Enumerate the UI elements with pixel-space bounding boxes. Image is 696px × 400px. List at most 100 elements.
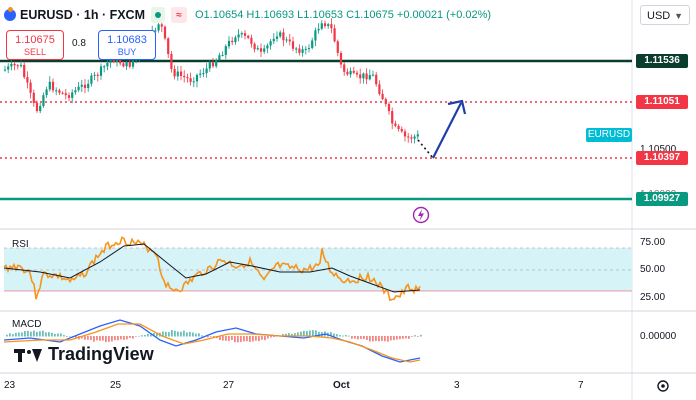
macd-histogram-bar	[12, 334, 14, 337]
candle-body	[103, 66, 106, 68]
macd-histogram-bar	[264, 336, 266, 341]
candle-body	[157, 24, 160, 31]
level-tag-resistance[interactable]: 1.11536	[636, 54, 688, 68]
candle-body	[291, 41, 295, 49]
macd-histogram-bar	[51, 332, 53, 337]
candle-body	[378, 84, 381, 94]
macd-histogram-bar	[99, 336, 101, 341]
macd-histogram-bar	[231, 336, 233, 340]
candle-body	[333, 28, 336, 42]
macd-histogram-bar	[300, 331, 302, 337]
macd-histogram-bar	[291, 333, 293, 337]
macd-histogram-bar	[120, 336, 122, 340]
macd-histogram-bar	[402, 336, 404, 339]
candle-body	[183, 75, 186, 78]
macd-histogram-bar	[366, 336, 368, 340]
candle-body	[45, 89, 48, 96]
macd-histogram-bar	[135, 336, 137, 337]
macd-histogram-bar	[225, 336, 227, 341]
buy-button[interactable]: 1.10683 BUY	[98, 30, 156, 60]
sell-price: 1.10675	[15, 34, 55, 46]
rsi-ma-line	[3, 243, 421, 293]
candle-body	[208, 62, 211, 69]
candle-body	[298, 48, 301, 53]
time-label: 25	[110, 380, 122, 391]
candle-body	[234, 37, 237, 43]
macd-histogram-bar	[42, 330, 44, 337]
candle-body	[240, 33, 243, 35]
spread-value: 0.8	[72, 38, 86, 49]
candle-body	[237, 34, 240, 38]
candle-body	[320, 23, 323, 29]
macd-histogram-bar	[189, 331, 191, 337]
candle-body	[16, 65, 19, 67]
macd-histogram-bar	[87, 336, 89, 340]
candle-body	[266, 45, 269, 49]
wave-icon: ≈	[171, 7, 187, 23]
candle-body	[355, 72, 359, 75]
candle-body	[23, 64, 26, 78]
candle-body	[346, 71, 349, 75]
currency-selector[interactable]: USD ▼	[640, 5, 690, 25]
candle-body	[122, 63, 125, 67]
candle-body	[362, 73, 365, 79]
lightning-icon[interactable]	[412, 206, 430, 224]
macd-histogram-bar	[384, 336, 386, 342]
candle-body	[195, 74, 199, 82]
candle-body	[74, 90, 77, 93]
live-dot-icon	[151, 7, 165, 23]
buy-label: BUY	[117, 47, 137, 57]
candle-body	[119, 57, 122, 64]
candle-body	[263, 48, 266, 52]
candle-body	[259, 48, 263, 52]
symbol-tag[interactable]: EURUSD	[586, 128, 632, 142]
rsi-pane-label[interactable]: RSI	[12, 239, 29, 250]
macd-histogram-bar	[288, 333, 290, 337]
candle-body	[90, 75, 93, 84]
candle-body	[131, 60, 135, 67]
candle-body	[387, 104, 391, 112]
ohlc-high: H1.10693	[246, 9, 295, 21]
level-tag-entry[interactable]: 1.10397	[636, 151, 688, 165]
sell-button[interactable]: 1.10675 SELL	[6, 30, 64, 60]
candle-body	[77, 86, 80, 91]
macd-pane-label[interactable]: MACD	[12, 319, 42, 330]
macd-histogram-bar	[162, 331, 164, 337]
projection-arrow[interactable]	[432, 102, 462, 159]
macd-histogram-bar	[45, 332, 47, 337]
macd-histogram-bar	[66, 336, 68, 337]
macd-histogram-bar	[39, 331, 41, 337]
macd-histogram-bar	[15, 332, 17, 337]
time-label: 23	[4, 380, 16, 391]
level-tag-support[interactable]: 1.09927	[636, 192, 688, 206]
macd-histogram-bar	[414, 335, 416, 337]
candle-body	[285, 39, 288, 41]
macd-histogram-bar	[114, 336, 116, 341]
level-tag-target[interactable]: 1.11051	[636, 95, 688, 109]
macd-histogram-bar	[387, 336, 389, 342]
macd-histogram-bar	[360, 336, 362, 339]
candle-body	[397, 125, 400, 129]
macd-histogram-bar	[177, 331, 179, 337]
settings-icon[interactable]	[657, 380, 669, 392]
arrow-head-icon	[447, 99, 467, 115]
candle-body	[99, 66, 103, 76]
macd-histogram-bar	[273, 336, 275, 337]
candle-body	[375, 74, 378, 85]
tradingview-logo[interactable]: TradingView	[14, 344, 154, 365]
candle-body	[205, 68, 208, 74]
time-label: 7	[578, 380, 584, 391]
candle-body	[275, 36, 279, 39]
macd-histogram-bar	[123, 336, 125, 340]
macd-histogram-bar	[90, 336, 92, 341]
candle-body	[368, 75, 371, 80]
macd-histogram-bar	[138, 335, 140, 337]
candle-body	[167, 38, 170, 54]
symbol-title[interactable]: EURUSD · 1h · FXCM	[20, 8, 145, 22]
macd-histogram-bar	[111, 336, 113, 342]
candle-body	[189, 78, 192, 82]
candle-body	[179, 71, 183, 76]
macd-histogram-bar	[357, 336, 359, 340]
ohlc-open: O1.10654	[195, 9, 244, 21]
